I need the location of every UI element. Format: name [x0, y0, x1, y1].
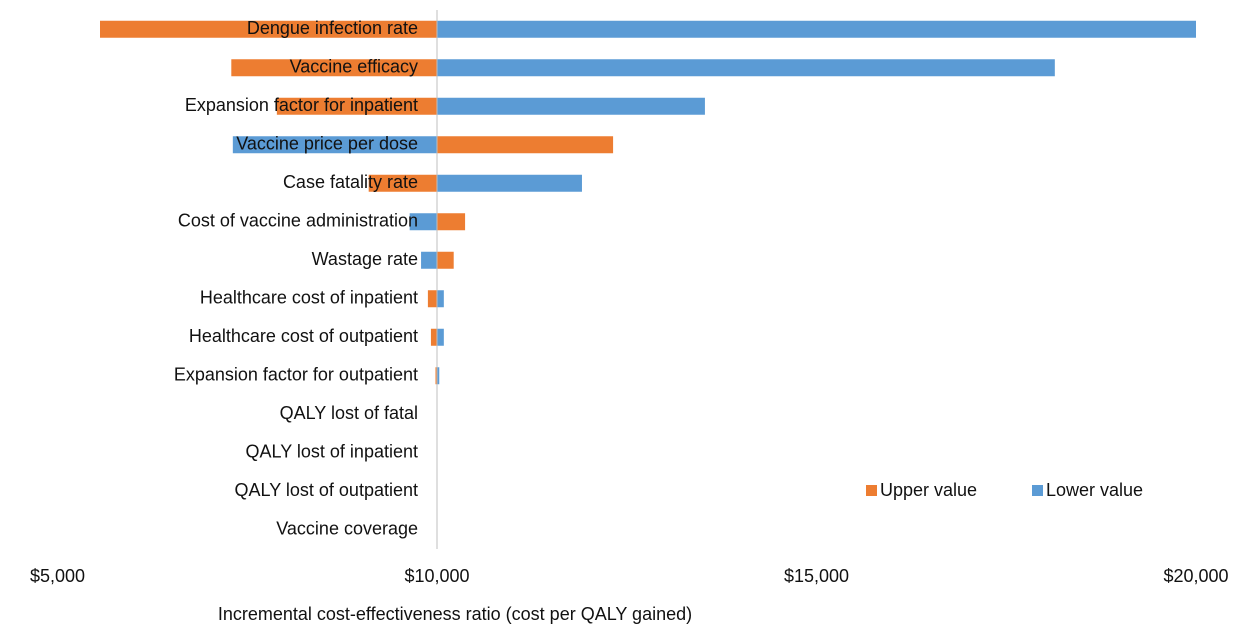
bar: [437, 174, 582, 192]
category-label: Expansion factor for outpatient: [174, 365, 418, 385]
x-tick-label: $20,000: [1163, 566, 1228, 586]
bar: [421, 251, 437, 269]
category-label: Expansion factor for inpatient: [185, 95, 418, 115]
category-label: Vaccine price per dose: [236, 134, 418, 154]
bar: [435, 367, 437, 385]
bar: [437, 251, 454, 269]
bar: [437, 59, 1055, 77]
bar: [232, 136, 437, 154]
bar: [437, 367, 440, 385]
bar: [231, 59, 437, 77]
bar: [430, 328, 437, 346]
x-tick-label: $5,000: [30, 566, 85, 586]
bar: [437, 20, 1196, 38]
category-label: QALY lost of outpatient: [235, 480, 418, 500]
bar: [437, 97, 705, 115]
bar: [437, 136, 614, 154]
category-label: Case fatality rate: [283, 172, 418, 192]
category-label: Vaccine efficacy: [290, 57, 418, 77]
category-label: Wastage rate: [312, 249, 418, 269]
category-label: Dengue infection rate: [247, 18, 418, 38]
x-axis-label: Incremental cost-effectiveness ratio (co…: [218, 604, 692, 624]
legend-label: Lower value: [1046, 480, 1143, 500]
category-label: Healthcare cost of inpatient: [200, 288, 418, 308]
legend-label: Upper value: [880, 480, 977, 500]
bar: [437, 290, 444, 308]
category-label: QALY lost of fatal: [280, 403, 418, 423]
category-label: Vaccine coverage: [276, 519, 418, 539]
bar: [409, 213, 437, 231]
bar: [437, 213, 466, 231]
bar: [427, 290, 437, 308]
category-label: QALY lost of inpatient: [246, 442, 418, 462]
bar: [276, 97, 437, 115]
category-label: Cost of vaccine administration: [178, 211, 418, 231]
bar: [100, 20, 437, 38]
x-tick-label: $10,000: [404, 566, 469, 586]
bar: [437, 328, 444, 346]
bar: [368, 174, 437, 192]
category-label: Healthcare cost of outpatient: [189, 326, 418, 346]
x-tick-label: $15,000: [784, 566, 849, 586]
legend-swatch: [866, 485, 877, 496]
legend-swatch: [1032, 485, 1043, 496]
